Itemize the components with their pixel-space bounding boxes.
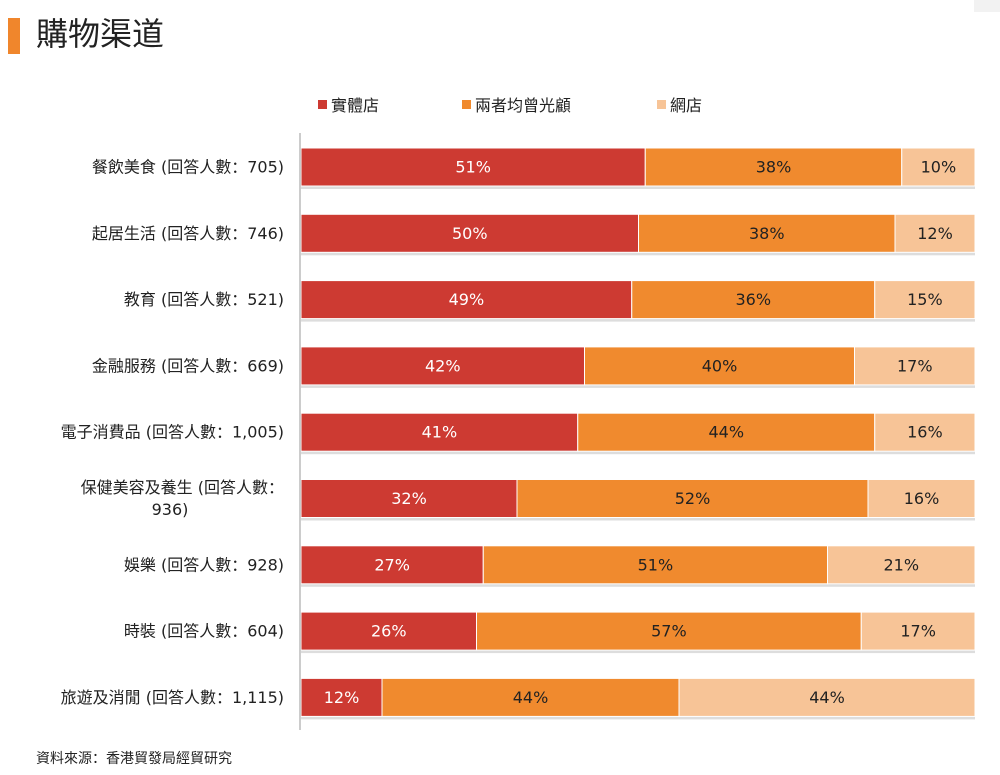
- category-label-8-line-0: 旅遊及消閒 (回答人數：1,115): [61, 688, 284, 707]
- category-label-7-line-0: 時裝 (回答人數：604): [124, 622, 284, 641]
- data-label-8-series-0: 12%: [324, 688, 360, 707]
- source-note: 資料來源：香港貿發局經貿研究: [36, 751, 232, 767]
- bar-segment-8-series-2: [678, 677, 976, 717]
- title-accent-bar: [8, 18, 20, 54]
- bar-segment-3-series-1: [584, 346, 855, 386]
- corner-decoration: [974, 0, 1000, 12]
- category-label-1-line-0: 起居生活 (回答人數：746): [92, 224, 284, 243]
- category-label-5-line-0: 保健美容及養生 (回答人數：: [81, 478, 284, 497]
- bar-segment-4-series-0: [300, 412, 579, 452]
- bar-shadow-2: [301, 318, 975, 322]
- bar-shadow-8: [301, 716, 975, 720]
- bar-segment-8-series-1: [381, 677, 680, 717]
- data-label-6-series-2: 21%: [883, 555, 919, 574]
- bar-shadow-3: [301, 384, 975, 388]
- legend-item-physical-store: 實體店: [318, 92, 379, 116]
- legend-swatch-both: [462, 99, 471, 109]
- category-label-2-line-0: 教育 (回答人數：521): [124, 290, 284, 309]
- bar-segment-7-series-1: [476, 611, 862, 651]
- data-label-3-series-1: 40%: [702, 356, 738, 375]
- data-label-4-series-0: 41%: [422, 423, 458, 442]
- bar-segment-5-series-1: [516, 479, 869, 518]
- data-label-5-series-1: 52%: [675, 489, 711, 508]
- bar-segment-6-series-1: [482, 545, 828, 585]
- legend-item-both: 兩者均曾光顧: [462, 92, 571, 116]
- page-title: 購物渠道: [36, 15, 165, 53]
- legend-swatch-online-store: [657, 99, 666, 109]
- legend-swatch-physical-store: [318, 99, 327, 109]
- legend-label-physical-store: 實體店: [331, 96, 380, 115]
- data-label-1-series-0: 50%: [452, 224, 488, 243]
- bar-segment-6-series-2: [827, 545, 976, 585]
- data-label-3-series-2: 17%: [897, 356, 933, 375]
- bar-segment-7-series-0: [300, 611, 477, 651]
- bar-segment-2-series-1: [631, 280, 876, 320]
- legend-label-both: 兩者均曾光顧: [475, 96, 572, 115]
- bar-shadow-6: [301, 583, 975, 587]
- bar-segment-5-series-0: [300, 479, 518, 518]
- data-label-0-series-1: 38%: [756, 158, 792, 177]
- legend-item-online-store: 網店: [657, 92, 702, 116]
- bar-shadow-7: [301, 650, 975, 654]
- bar-segment-4-series-2: [874, 412, 976, 452]
- bar-segment-0-series-2: [901, 147, 976, 187]
- data-label-2-series-0: 49%: [449, 290, 485, 309]
- data-label-1-series-1: 38%: [749, 224, 785, 243]
- category-label-3-line-0: 金融服務 (回答人數：669): [92, 356, 284, 375]
- bar-shadow-4: [301, 451, 975, 455]
- bar-segment-7-series-2: [860, 611, 976, 651]
- data-label-6-series-0: 27%: [374, 555, 410, 574]
- data-label-6-series-1: 51%: [638, 555, 674, 574]
- bar-segment-0-series-1: [644, 147, 903, 187]
- data-label-2-series-2: 15%: [907, 290, 943, 309]
- data-label-7-series-0: 26%: [371, 622, 407, 641]
- bar-shadow-5: [301, 517, 975, 521]
- bar-segment-8-series-0: [300, 677, 383, 717]
- data-label-7-series-1: 57%: [651, 622, 687, 641]
- data-label-5-series-0: 32%: [391, 489, 427, 508]
- category-label-0-line-0: 餐飲美食 (回答人數：705): [92, 158, 284, 177]
- bar-segment-2-series-0: [300, 280, 633, 320]
- data-label-3-series-0: 42%: [425, 356, 461, 375]
- bar-segment-2-series-2: [874, 280, 976, 320]
- data-label-8-series-2: 44%: [809, 688, 845, 707]
- bar-segment-3-series-2: [854, 346, 976, 386]
- bar-shadow-0: [301, 186, 975, 189]
- data-label-5-series-2: 16%: [904, 489, 940, 508]
- bar-segment-1-series-2: [894, 213, 976, 253]
- data-label-8-series-1: 44%: [513, 688, 549, 707]
- data-label-7-series-2: 17%: [900, 622, 936, 641]
- data-label-4-series-2: 16%: [907, 423, 943, 442]
- category-label-5-line-1: 936): [152, 500, 189, 519]
- bar-segment-4-series-1: [577, 412, 876, 452]
- data-label-0-series-0: 51%: [455, 158, 491, 177]
- bar-segment-6-series-0: [300, 545, 484, 585]
- data-label-2-series-1: 36%: [735, 290, 771, 309]
- chart-legend: 實體店 兩者均曾光顧 網店: [0, 92, 1000, 116]
- bar-segment-5-series-2: [867, 479, 976, 518]
- data-label-0-series-2: 10%: [921, 158, 957, 177]
- bar-segment-3-series-0: [300, 346, 585, 386]
- data-label-4-series-1: 44%: [708, 423, 744, 442]
- data-label-1-series-2: 12%: [917, 224, 953, 243]
- legend-label-online-store: 網店: [670, 96, 703, 115]
- category-label-6-line-0: 娛樂 (回答人數：928): [124, 555, 284, 574]
- category-label-4-line-0: 電子消費品 (回答人數：1,005): [61, 423, 284, 442]
- bar-shadow-1: [301, 252, 975, 256]
- bar-segment-0-series-0: [300, 147, 646, 187]
